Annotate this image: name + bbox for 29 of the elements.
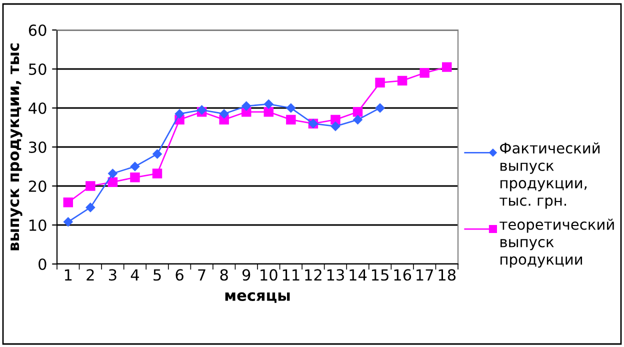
x-tick-label: 12 [305,269,322,280]
x-tick-label: 13 [327,269,344,281]
x-tick-label: 3 [109,269,116,281]
x-tick-label: 9 [242,269,250,281]
x-tick-label: 2 [86,269,94,280]
x-axis-title: месяцы [225,292,290,303]
x-tick-label: 10 [260,269,278,281]
legend-label: Фактический выпуск продукции, тыс. грн. [500,142,600,209]
x-tick-label: 4 [130,269,139,280]
y-tick-label: 30 [29,141,46,154]
x-tick-label: 8 [220,269,228,281]
x-tick-label: 14 [350,269,367,280]
y-tick-label: 60 [28,24,46,36]
x-tick-label: 15 [372,269,388,281]
y-tick-label: 50 [29,63,46,76]
x-tick-label: 6 [176,269,184,281]
x-tick-label: 18 [438,269,456,281]
y-tick-label: 40 [28,102,46,114]
x-tick-label: 7 [198,269,206,280]
y-axis-title: выпуск продукции, тыс [10,44,22,250]
y-tick-label: 20 [28,180,46,192]
x-tick-label: 16 [394,269,412,281]
y-tick-label: 10 [30,219,46,232]
x-tick-label: 11 [282,269,300,280]
x-tick-label: 5 [154,269,161,281]
y-tick-label: 0 [38,258,46,270]
x-tick-label: 17 [416,269,433,280]
legend-label: теоретический выпуск продукции [500,218,614,268]
x-tick-label: 1 [64,269,72,280]
